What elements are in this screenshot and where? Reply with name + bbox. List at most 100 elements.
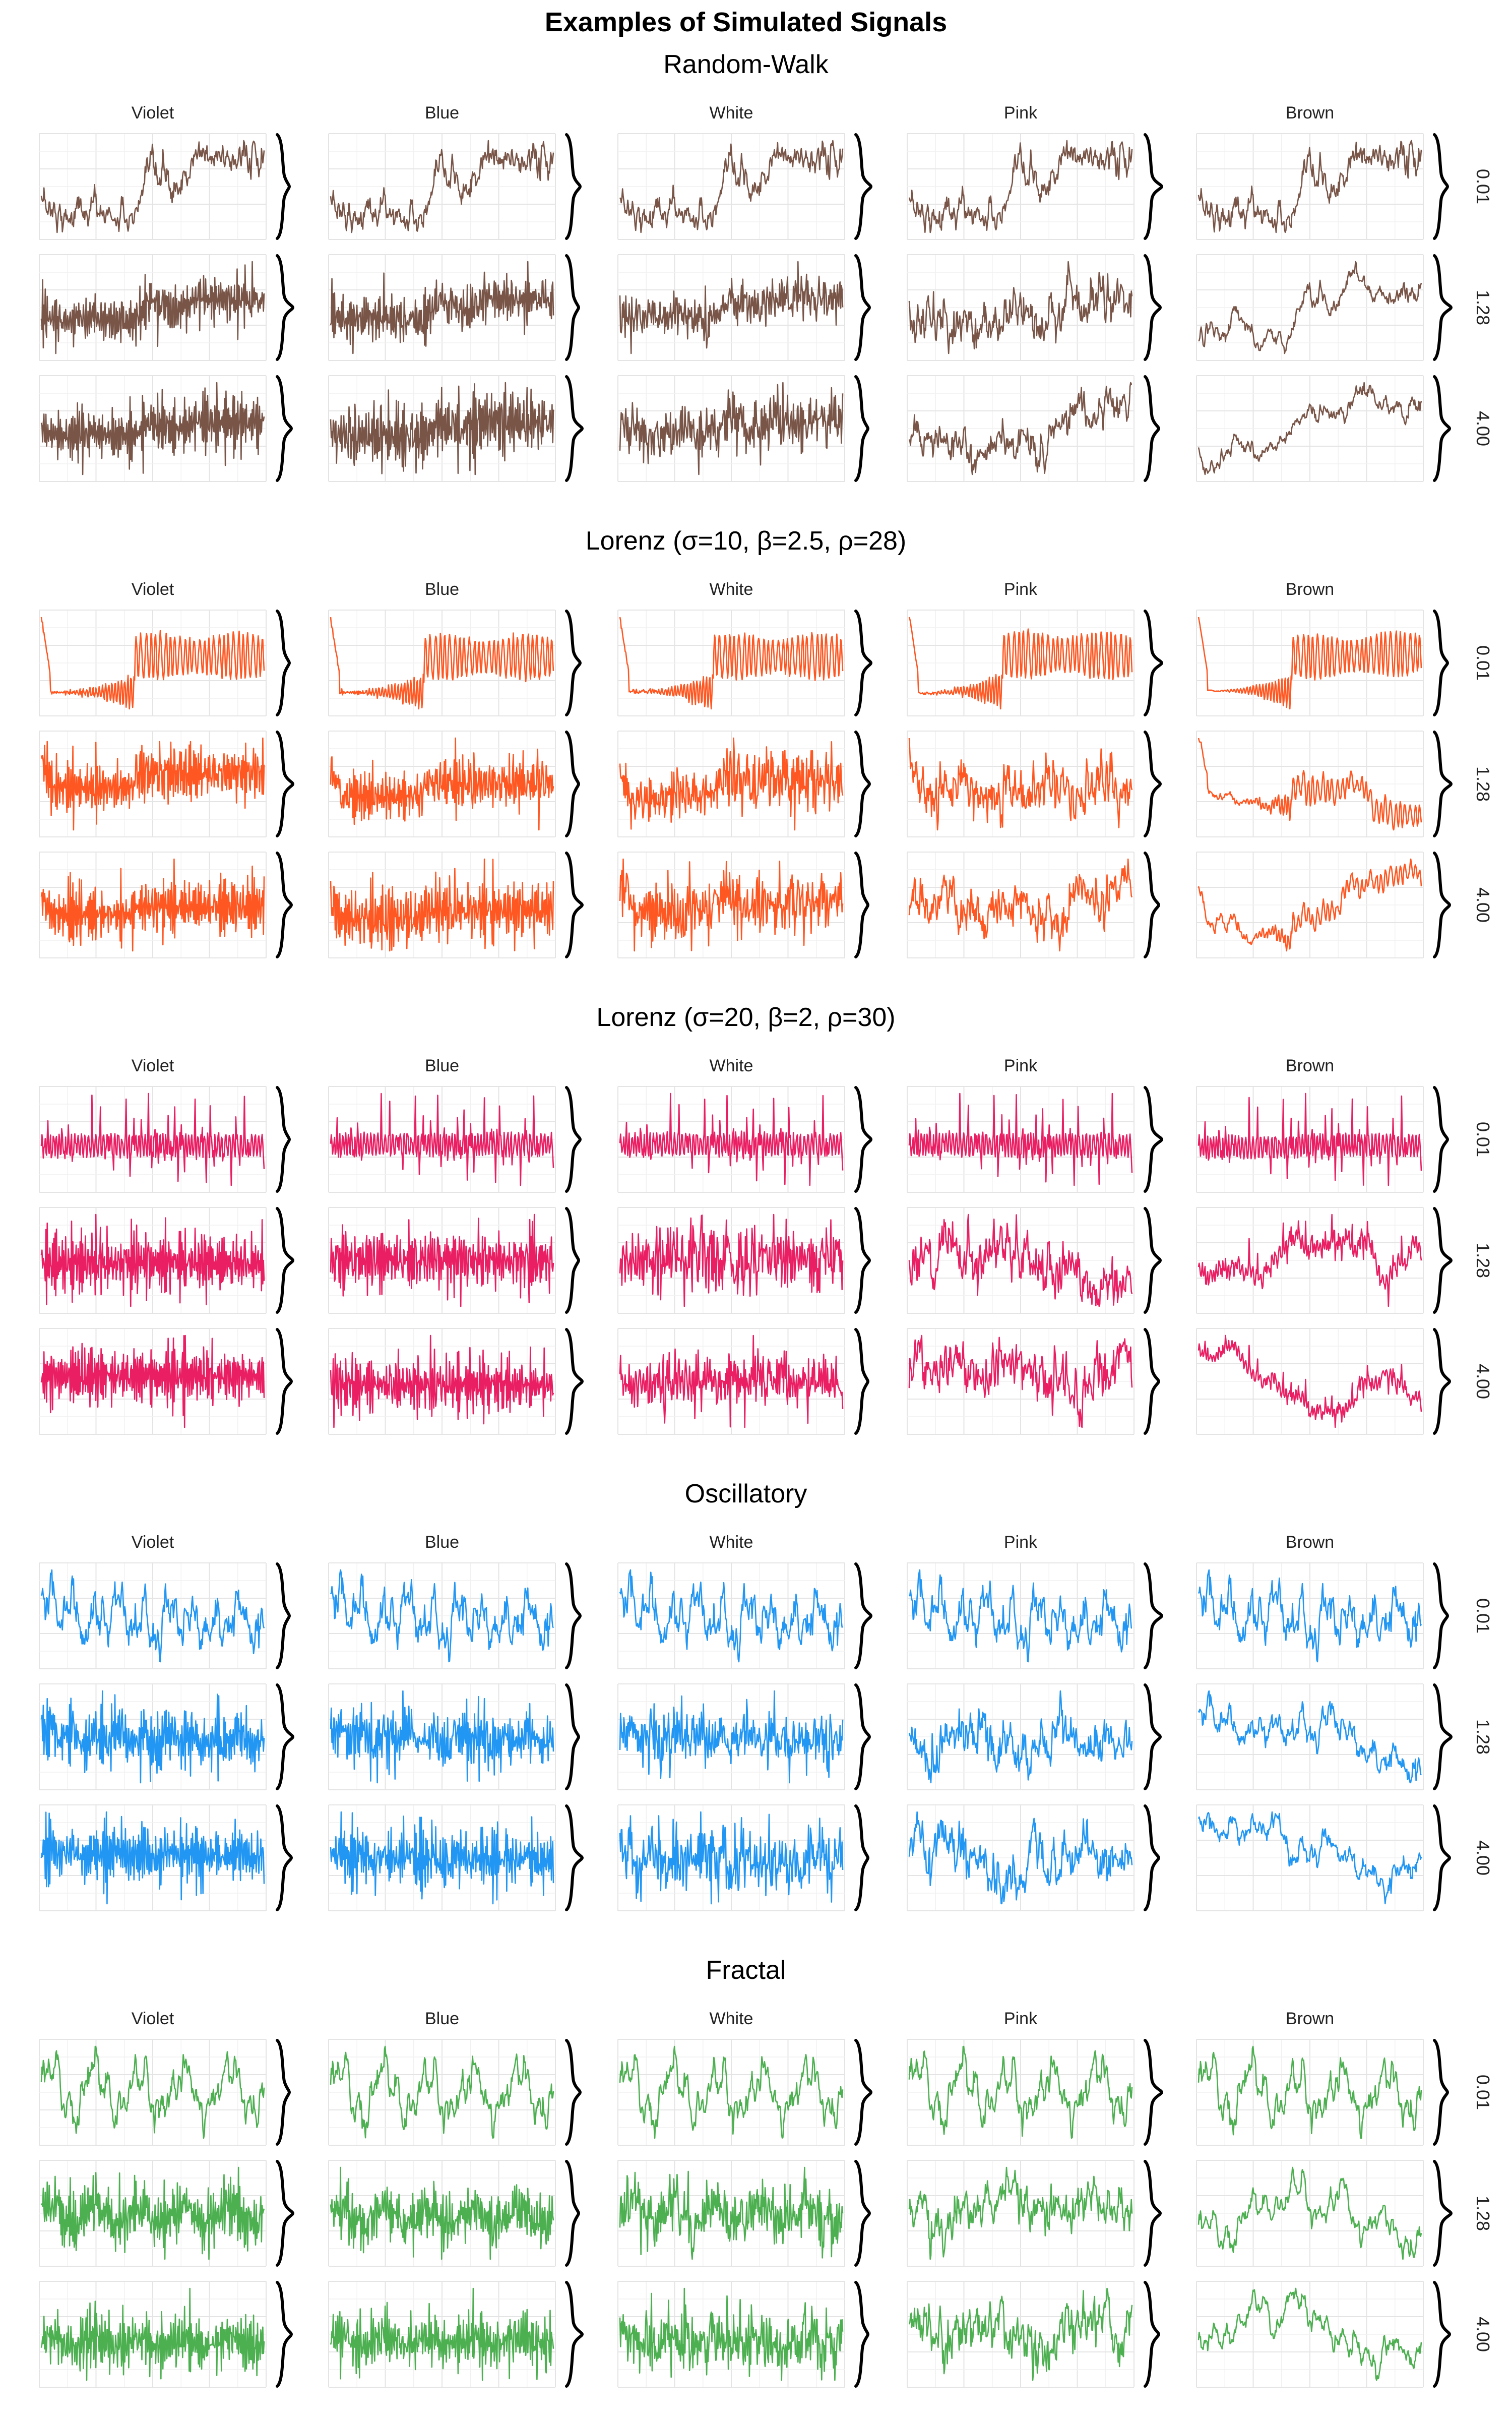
density-curve xyxy=(276,1804,293,1911)
density-curve xyxy=(565,2039,582,2146)
facet-panel xyxy=(617,2281,869,2388)
facet-panel xyxy=(617,1086,872,1193)
signal-line xyxy=(908,2287,1133,2381)
signal-line xyxy=(908,1690,1133,1784)
signal-line xyxy=(1198,738,1422,831)
column-label: Violet xyxy=(132,580,174,599)
facet-panel xyxy=(39,852,293,958)
facet-panel xyxy=(39,254,294,361)
density-curve xyxy=(854,2160,871,2267)
facet-panel xyxy=(1196,1683,1453,1790)
column-label: Pink xyxy=(1004,2009,1038,2028)
facet-panel xyxy=(1196,1086,1449,1193)
signal-line xyxy=(330,1093,554,1186)
signal-line xyxy=(330,1335,554,1428)
facet-panel xyxy=(328,852,584,958)
facet-panel xyxy=(907,1328,1160,1435)
density-curve xyxy=(1433,2039,1449,2146)
facet-panel xyxy=(907,2281,1160,2388)
column-label: Brown xyxy=(1286,1056,1334,1075)
density-curve xyxy=(1144,375,1160,482)
signal-line xyxy=(619,617,844,710)
signal-line xyxy=(1198,1811,1422,1905)
facet-panel xyxy=(617,731,871,837)
column-label: White xyxy=(710,580,753,599)
signal-line xyxy=(1198,140,1422,233)
signal-line xyxy=(1198,261,1422,354)
density-curve xyxy=(565,133,582,240)
facet-panel xyxy=(907,254,1162,361)
facet-group: Lorenz (σ=20, β=2, ρ=30) Violet Blue White P… xyxy=(39,1003,1493,1435)
facet-group: Lorenz (σ=10, β=2.5, ρ=28) Violet Blue Whit… xyxy=(39,526,1493,958)
signal-line xyxy=(40,737,265,831)
facet-panel xyxy=(1196,375,1451,482)
column-label: Blue xyxy=(425,580,459,599)
facet-panel xyxy=(39,2039,291,2146)
facet-panel xyxy=(907,610,1163,716)
signal-line xyxy=(619,2287,844,2381)
facet-panel xyxy=(328,254,580,361)
main-title: Examples of Simulated Signals xyxy=(545,7,947,37)
facet-panel xyxy=(328,1086,582,1193)
facet-panel xyxy=(39,731,294,837)
density-curve xyxy=(854,254,871,361)
density-curve xyxy=(1433,1683,1453,1790)
facet-panel xyxy=(1196,1207,1453,1314)
facet-panel xyxy=(328,1683,580,1790)
signal-line xyxy=(619,1093,844,1186)
column-label: White xyxy=(710,1533,753,1552)
signal-line xyxy=(1198,382,1422,475)
density-curve xyxy=(1433,2281,1451,2388)
signal-line xyxy=(330,1214,554,1307)
signal-line xyxy=(1198,858,1422,952)
density-curve xyxy=(854,852,869,958)
facet-panel xyxy=(39,133,291,240)
group-title: Random-Walk xyxy=(663,50,829,79)
signal-line xyxy=(1198,617,1422,710)
signal-line xyxy=(1198,2287,1422,2381)
column-label: White xyxy=(710,1056,753,1075)
density-curve xyxy=(1144,1086,1163,1193)
signal-line xyxy=(40,140,265,233)
signal-line xyxy=(330,1690,554,1784)
density-curve xyxy=(1144,1207,1162,1314)
density-curve xyxy=(565,852,584,958)
signal-line xyxy=(40,1690,265,1784)
density-curve xyxy=(1144,610,1163,716)
signal-line xyxy=(619,1569,843,1663)
signal-line xyxy=(330,858,554,952)
signal-line xyxy=(908,858,1133,952)
column-label: Brown xyxy=(1286,2009,1334,2028)
signal-line xyxy=(908,382,1132,475)
facet-panel xyxy=(907,1804,1160,1911)
signal-line xyxy=(330,140,554,233)
facet-panel xyxy=(907,1207,1162,1314)
column-label: Violet xyxy=(132,1533,174,1552)
density-curve xyxy=(276,2039,291,2146)
column-label: Pink xyxy=(1004,1533,1038,1552)
facet-panel xyxy=(1196,610,1449,716)
signal-line xyxy=(619,140,844,233)
column-label: Violet xyxy=(132,103,174,123)
density-curve xyxy=(276,1207,294,1314)
row-label: 1.28 xyxy=(1473,766,1493,802)
facet-panel xyxy=(617,1328,869,1435)
density-curve xyxy=(854,133,872,240)
signal-line xyxy=(40,2287,265,2381)
column-label: Pink xyxy=(1004,103,1038,123)
density-curve xyxy=(565,1086,582,1193)
density-curve xyxy=(276,610,291,716)
signal-line xyxy=(40,1093,265,1186)
density-curve xyxy=(565,731,580,837)
density-curve xyxy=(1144,1328,1160,1435)
signal-line xyxy=(619,737,844,831)
density-curve xyxy=(1144,254,1162,361)
signal-line xyxy=(330,1811,554,1905)
signal-line xyxy=(330,617,554,710)
density-curve xyxy=(276,254,294,361)
signal-line xyxy=(40,617,265,710)
column-label: White xyxy=(710,2009,753,2028)
column-label: Pink xyxy=(1004,580,1038,599)
density-curve xyxy=(854,2039,872,2146)
